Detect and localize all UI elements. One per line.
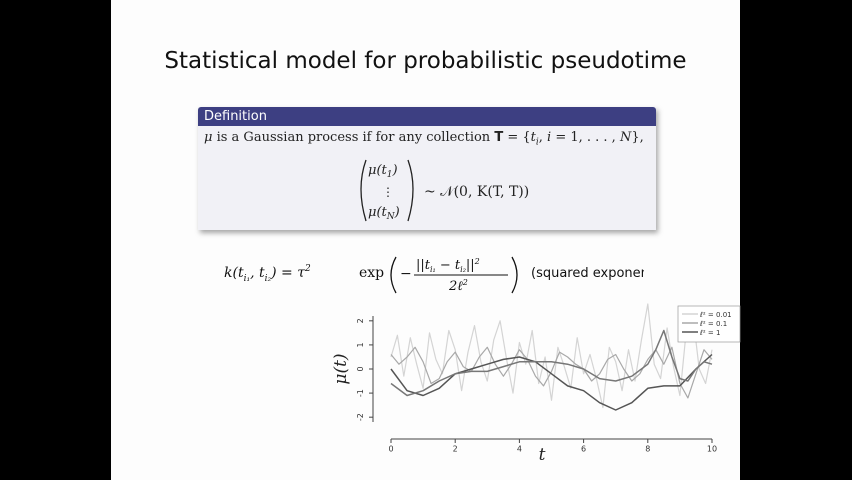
y-tick-label: 0 <box>356 366 365 371</box>
definition-statement: μ is a Gaussian process if for any colle… <box>204 130 644 148</box>
series-line-3 <box>390 329 713 397</box>
x-tick-label: 10 <box>707 445 717 454</box>
exp-right-paren <box>511 256 518 294</box>
n-symbol: N <box>619 130 632 145</box>
y-tick-label: -1 <box>356 389 365 397</box>
series-line-1 <box>390 346 713 399</box>
exp-left-paren <box>390 256 397 294</box>
index-symbol: i <box>547 130 552 145</box>
y-tick-label: -2 <box>356 413 365 421</box>
y-tick-label: 2 <box>356 318 365 323</box>
y-axis-ticks: -2 -1 0 1 2 <box>356 318 373 421</box>
vector-dots: ⋮ <box>382 185 394 199</box>
plot-series-group <box>390 303 713 411</box>
legend-entry: ℓ² = 0.1 <box>699 320 727 328</box>
definition-header: Definition <box>198 107 656 126</box>
t-symbol: t <box>530 130 536 145</box>
definition-block: Definition μ is a Gaussian process if fo… <box>198 107 656 230</box>
series-line-2 <box>390 353 713 411</box>
y-axis-label: μ(t) <box>331 353 351 384</box>
set-range: = 1, . . . , <box>551 130 620 145</box>
kernel-numerator: ||ti₁ − ti₂||2 <box>416 257 480 274</box>
right-paren <box>407 159 414 222</box>
kernel-denominator: 2ℓ2 <box>448 278 468 294</box>
kernel-equation: k(ti₁, ti₂) = τ2 exp − ||ti₁ − ti₂||2 2ℓ… <box>224 256 644 294</box>
set-close: }, <box>631 130 644 145</box>
x-tick-label: 6 <box>581 445 586 454</box>
minus-sign: − <box>400 266 412 282</box>
definition-text: is a Gaussian process if for any collect… <box>212 130 495 145</box>
x-tick-label: 0 <box>388 445 393 454</box>
series-line-0 <box>390 303 713 409</box>
distribution-expression: ~ 𝒩(0, K(T, T)) <box>424 184 529 200</box>
y-tick-label: 1 <box>356 342 365 347</box>
x-axis-ticks: 0 2 4 6 8 10 <box>388 439 717 454</box>
legend-entry: ℓ² = 1 <box>699 329 720 337</box>
vector-top-entry: μ(t1) <box>368 163 398 180</box>
collection-symbol: T <box>494 130 504 145</box>
set-comma: , <box>538 130 548 145</box>
legend-entry: ℓ² = 0.01 <box>699 311 732 319</box>
legend-box <box>677 305 741 343</box>
x-axis-label: t <box>539 445 546 465</box>
mu-symbol: μ <box>204 130 213 145</box>
x-tick-label: 8 <box>645 445 650 454</box>
kernel-lhs: k(ti₁, ti₂) = τ2 <box>224 264 311 284</box>
slide-title: Statistical model for probabilistic pseu… <box>164 48 687 74</box>
x-tick-label: 4 <box>517 445 522 454</box>
vector-bottom-entry: μ(tN) <box>368 205 400 222</box>
definition-body: μ is a Gaussian process if for any colle… <box>198 126 656 230</box>
definition-equation: μ(t1) ⋮ μ(tN) ~ 𝒩(0, K(T, T)) <box>360 159 529 222</box>
exp-word: exp <box>359 265 384 281</box>
kernel-note: (squared exponential) <box>531 266 644 281</box>
t-subscript: i <box>535 137 539 148</box>
left-paren <box>360 159 367 222</box>
set-open: = { <box>503 130 531 145</box>
slide: Statistical model for probabilistic pseu… <box>111 0 741 480</box>
x-tick-label: 2 <box>453 445 458 454</box>
